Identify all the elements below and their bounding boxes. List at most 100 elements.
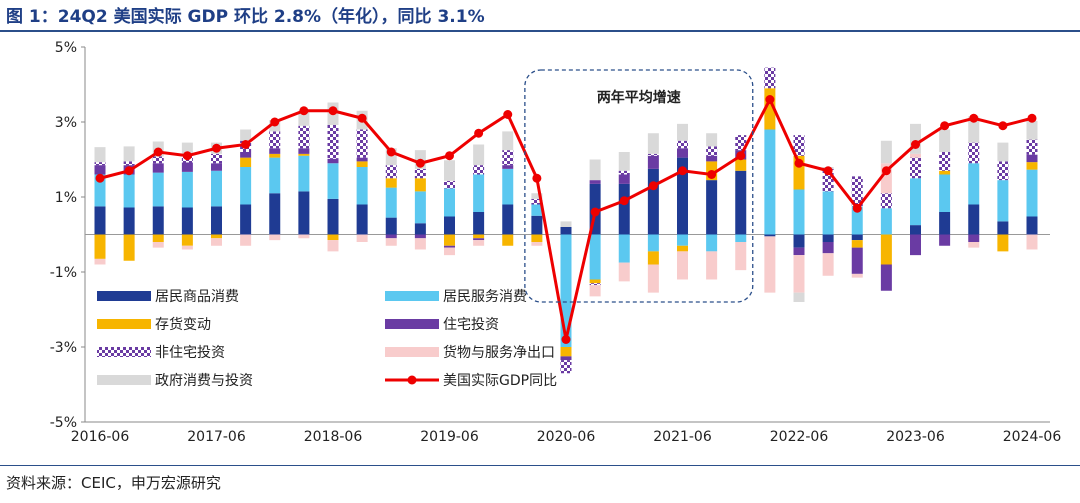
bar-segment <box>677 234 688 246</box>
gdp-point <box>328 106 338 116</box>
legend-label: 非住宅投资 <box>155 345 225 361</box>
bar-segment <box>939 129 951 152</box>
bar-segment <box>618 170 630 175</box>
bar-segment <box>211 153 222 164</box>
x-tick-label: 2021-06 <box>653 429 712 445</box>
bar-segment <box>327 234 339 241</box>
bar-segment <box>385 178 397 188</box>
bar-segment <box>385 234 397 239</box>
gdp-point <box>736 151 746 161</box>
x-tick-label: 2019-06 <box>420 429 479 445</box>
bar-segment <box>1026 216 1038 235</box>
bar-segment <box>1026 154 1038 163</box>
gdp-point <box>532 173 542 183</box>
bar-segment <box>735 242 747 271</box>
bar-segment <box>706 251 718 280</box>
gdp-point <box>299 106 309 116</box>
bar-segment <box>997 180 1009 222</box>
legend-swatch <box>385 319 439 329</box>
bar-segment <box>211 170 222 207</box>
bar-segment <box>269 193 281 235</box>
bar-segment <box>793 189 805 235</box>
bar-segment <box>211 206 222 235</box>
bar-segment <box>997 161 1009 181</box>
bar-segment <box>152 206 164 235</box>
two-year-box <box>524 69 754 303</box>
bars <box>94 67 1038 374</box>
bar-segment <box>94 174 106 207</box>
bar-segment <box>822 168 834 192</box>
bar-segment <box>880 234 892 265</box>
bar-segment <box>414 178 426 192</box>
bar-segment <box>356 161 368 167</box>
bar-segment <box>764 234 776 237</box>
bar-segment <box>385 148 397 166</box>
bar-segment <box>764 129 776 235</box>
bar-segment <box>444 216 455 235</box>
gdp-point <box>212 143 221 153</box>
bar-segment <box>677 148 688 158</box>
gdp-point <box>241 140 251 149</box>
bar-segment <box>997 142 1009 162</box>
bar-segment <box>181 171 193 208</box>
gdp-point <box>124 166 134 176</box>
bar-segment <box>94 147 106 163</box>
bar-segment <box>677 245 688 252</box>
chart-title: 图 1：24Q2 美国实际 GDP 环比 2.8%（年化），同比 3.1% <box>6 7 485 27</box>
bar-segment <box>647 155 659 169</box>
bar-segment <box>997 221 1009 235</box>
bar-segment <box>589 159 601 181</box>
bar-segment <box>152 242 164 248</box>
bar-segment <box>444 234 455 246</box>
bar-segment <box>735 170 747 235</box>
gdp-point <box>648 181 658 191</box>
bar-segment <box>385 217 397 235</box>
bar-segment <box>356 234 368 242</box>
bar-segment <box>327 163 339 199</box>
gdp-point <box>357 113 367 123</box>
bar-segment <box>910 178 921 226</box>
gdp-point <box>852 203 862 213</box>
bar-segment <box>647 234 659 252</box>
y-tick-label: 1% <box>55 190 77 206</box>
bar-segment <box>851 206 863 235</box>
bar-segment <box>647 251 659 265</box>
bar-segment <box>531 193 543 199</box>
bar-segment <box>327 240 339 252</box>
gdp-point <box>881 166 891 176</box>
x-tick-label: 2024-06 <box>1003 429 1062 445</box>
x-tick-label: 2017-06 <box>187 429 246 445</box>
y-tick-label: 5% <box>55 40 77 56</box>
legend-label: 货物与服务净出口 <box>443 344 555 361</box>
bar-segment <box>822 234 834 242</box>
bar-segment <box>793 234 805 248</box>
gdp-point <box>940 121 950 131</box>
bar-segment <box>473 174 485 212</box>
bar-segment <box>735 234 747 242</box>
bar-segment <box>531 204 543 216</box>
bar-segment <box>531 198 543 205</box>
legend-swatch <box>97 319 151 329</box>
bar-segment <box>502 150 514 166</box>
bar-segment <box>880 140 892 164</box>
bar-segment <box>764 67 776 89</box>
bar-segment <box>560 356 572 361</box>
bar-segment <box>677 123 688 141</box>
bar-segment <box>269 234 281 241</box>
bar-segment <box>1026 162 1038 170</box>
bar-segment <box>1026 120 1038 140</box>
bar-segment <box>560 227 572 235</box>
bar-segment <box>152 172 164 207</box>
bar-segment <box>298 125 310 149</box>
bar-segment <box>618 174 630 184</box>
bar-segment <box>677 157 688 235</box>
bar-segment <box>473 165 485 175</box>
bar-segment <box>414 234 426 239</box>
bar-segment <box>589 180 601 184</box>
gdp-point <box>998 121 1008 131</box>
bar-segment <box>356 157 368 162</box>
gdp-point <box>445 151 454 161</box>
bar-segment <box>589 283 601 286</box>
bar-segment <box>94 234 106 259</box>
bar-segment <box>531 215 543 235</box>
